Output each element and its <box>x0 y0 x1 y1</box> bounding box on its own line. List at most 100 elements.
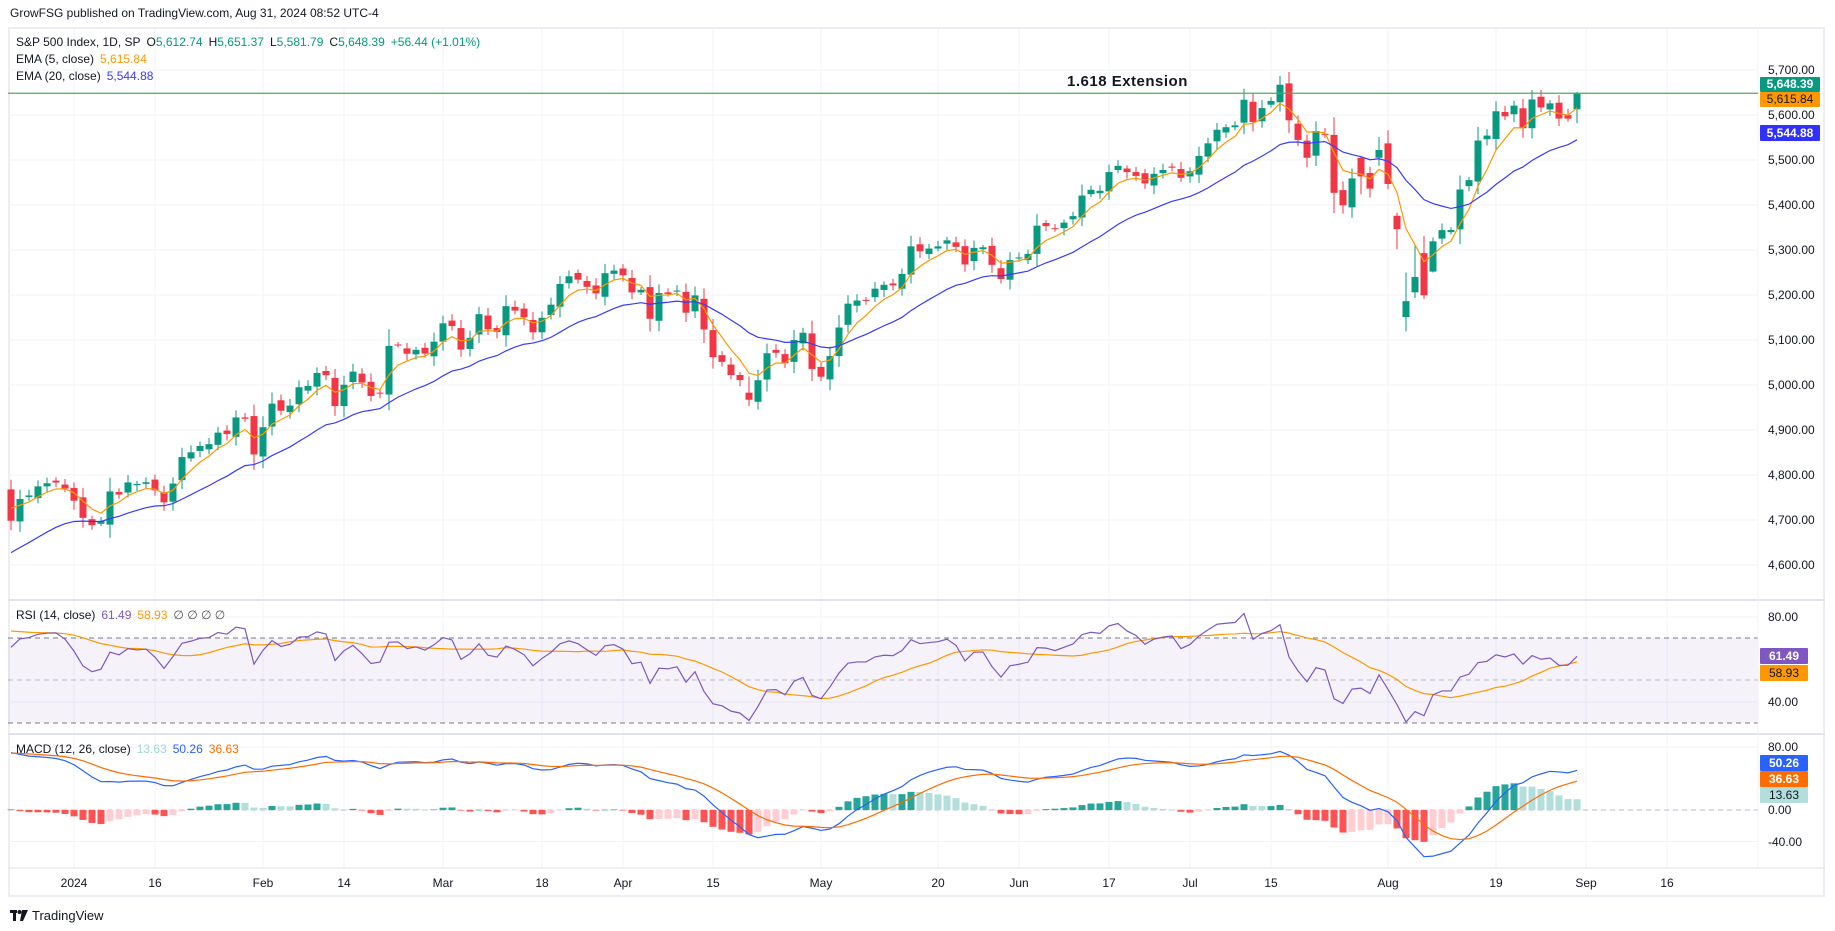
macd-histogram-bar <box>673 810 681 819</box>
candle-down <box>160 492 168 503</box>
open-value: 5,612.74 <box>155 35 203 49</box>
candle-up <box>1078 195 1086 218</box>
tradingview-logo[interactable]: TradingView <box>10 908 104 923</box>
ema5-price-label: 5,615.84 <box>1760 92 1820 107</box>
macd-histogram-bar <box>250 807 258 810</box>
candle-down <box>745 392 753 400</box>
candle-up <box>106 491 114 525</box>
candle-up <box>412 349 420 355</box>
macd-histogram-bar <box>331 808 339 810</box>
macd-histogram-bar <box>961 802 969 810</box>
candle-down <box>1141 173 1149 184</box>
candle-up <box>1096 190 1104 194</box>
macd-histogram-bar <box>862 796 870 810</box>
macd-histogram-bar <box>313 803 321 810</box>
macd-histogram-bar <box>142 810 150 815</box>
candle-up <box>466 337 474 349</box>
candle-down <box>772 349 780 353</box>
rsi-legend[interactable]: RSI (14, close) 61.49 58.93 ∅ ∅ ∅ ∅ <box>16 608 231 622</box>
macd-price-label: 50.26 <box>1760 755 1808 771</box>
macd-histogram-bar <box>583 808 591 810</box>
macd-histogram-bar <box>1276 804 1284 810</box>
candle-up <box>142 482 150 484</box>
candle-down <box>376 392 384 394</box>
ema5-legend[interactable]: EMA (5, close) 5,615.84 <box>16 52 153 66</box>
macd-histogram-bar <box>1330 810 1338 828</box>
macd-histogram-bar <box>574 807 582 810</box>
candle-down <box>394 344 402 346</box>
rsi-ma-line <box>10 630 1578 700</box>
tradingview-logo-text: TradingView <box>32 908 104 923</box>
candle-down <box>1294 123 1302 140</box>
macd-legend[interactable]: MACD (12, 26, close) 13.63 50.26 36.63 <box>16 742 245 756</box>
macd-histogram-bar <box>376 810 384 815</box>
macd-histogram-bar <box>1150 807 1158 810</box>
candle-up <box>1258 108 1266 122</box>
macd-histogram-bar <box>1051 808 1059 810</box>
candle-up <box>1087 189 1095 195</box>
macd-histogram-bar <box>1042 809 1050 810</box>
macd-histogram-bar <box>943 795 951 810</box>
candle-down <box>646 287 654 319</box>
macd-histogram-bar <box>394 808 402 810</box>
macd-histogram-bar <box>196 806 204 810</box>
time-tick-label: 16 <box>1660 876 1674 890</box>
macd-histogram <box>7 783 1581 842</box>
price-tick-label: 5,200.00 <box>1768 288 1815 302</box>
time-tick-label: 18 <box>535 876 549 890</box>
time-tick-label: Jun <box>1009 876 1029 890</box>
candle-down <box>727 364 735 376</box>
candle-down <box>736 375 744 380</box>
macd-histogram-bar <box>1429 810 1437 836</box>
macd-histogram-bar <box>1033 810 1041 811</box>
candle-down <box>1249 101 1257 122</box>
candle-up <box>124 482 132 493</box>
macd-histogram-bar <box>1366 810 1374 830</box>
candle-up <box>1438 230 1446 239</box>
macd-histogram-bar <box>1420 810 1428 842</box>
candle-down <box>574 272 582 280</box>
candles <box>7 71 1581 538</box>
price-tick-label: 5,600.00 <box>1768 108 1815 122</box>
candle-up <box>268 403 276 427</box>
macd-histogram-bar <box>1483 791 1491 810</box>
macd-histogram-bar <box>754 810 762 833</box>
price-tick-label: 4,800.00 <box>1768 468 1815 482</box>
macd-histogram-bar <box>259 807 267 810</box>
symbol-label[interactable]: S&P 500 Index, 1D, SP <box>16 35 141 49</box>
macd-histogram-bar <box>907 791 915 810</box>
macd-histogram-bar <box>1069 807 1077 810</box>
macd-histogram-bar <box>817 810 825 814</box>
candle-up <box>1024 253 1032 261</box>
candle-down <box>1132 172 1140 176</box>
macd-histogram-bar <box>1564 799 1572 810</box>
candle-up <box>934 246 942 249</box>
macd-histogram-bar <box>1222 806 1230 810</box>
macd-histogram-bar <box>1303 810 1311 820</box>
price-tick-label: 5,500.00 <box>1768 153 1815 167</box>
time-tick-label: Apr <box>613 876 633 890</box>
rsi-ma-price-label: 58.93 <box>1760 665 1808 681</box>
candle-down <box>952 242 960 247</box>
open-label: O <box>146 35 156 49</box>
macd-histogram-bar <box>1006 810 1014 815</box>
macd-histogram-bar <box>610 809 618 810</box>
candle-down <box>592 285 600 294</box>
candle-up <box>1510 105 1518 115</box>
macd-histogram-bar <box>835 806 843 810</box>
macd-histogram-bar <box>1204 810 1212 811</box>
candle-up <box>556 283 564 307</box>
candle-down <box>79 497 87 518</box>
candle-up <box>1483 135 1491 140</box>
candle-down <box>448 320 456 327</box>
macd-histogram-bar <box>304 804 312 810</box>
low-label: L <box>269 35 277 49</box>
ema20-legend[interactable]: EMA (20, close) 5,544.88 <box>16 69 159 83</box>
macd-histogram-bar <box>799 810 807 811</box>
macd-tick-label: 0.00 <box>1768 803 1792 817</box>
time-tick-label: 14 <box>337 876 351 890</box>
macd-label: MACD (12, 26, close) <box>16 742 131 756</box>
candle-up <box>1069 216 1077 220</box>
candle-down <box>421 347 429 354</box>
